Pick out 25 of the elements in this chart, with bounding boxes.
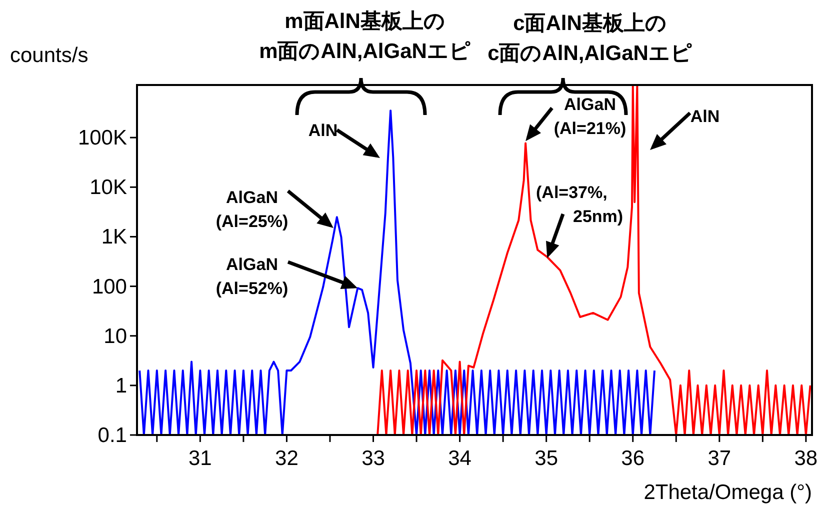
annotation: AlN [308,121,338,140]
x-tick-label: 35 [534,447,558,470]
y-tick-label: 0.1 [98,424,127,447]
x-tick-label: 32 [275,447,298,470]
y-axis-title: counts/s [10,44,88,67]
annotation: (Al=37%, 25nm) [536,183,624,226]
annotation: AlGaN (Al=21%) [554,95,626,138]
annotation: AlN [690,107,720,126]
x-tick-label: 34 [448,447,472,470]
x-tick-label: 37 [708,447,732,470]
x-tick-label: 36 [621,447,645,470]
y-tick-label: 10K [90,176,127,200]
y-tick-label: 1K [101,226,127,249]
annotation: AlGaN (Al=52%) [216,255,288,298]
text: c面AlN基板上の c面のAlN,AlGaNエピ [488,12,692,65]
text: m面AlN基板上の m面のAlN,AlGaNエピ [259,10,471,63]
y-tick-label: 100 [92,275,127,298]
y-tick-label: 1 [115,374,127,398]
x-tick-label: 31 [188,447,212,470]
y-tick-label: 10 [104,324,127,348]
x-tick-label: 33 [362,447,385,470]
x-tick-label: 38 [794,447,818,470]
x-axis-title: 2Theta/Omega (°) [644,481,812,504]
y-tick-label: 100K [78,126,127,150]
annotation: AlGaN (Al=25%) [216,188,288,231]
